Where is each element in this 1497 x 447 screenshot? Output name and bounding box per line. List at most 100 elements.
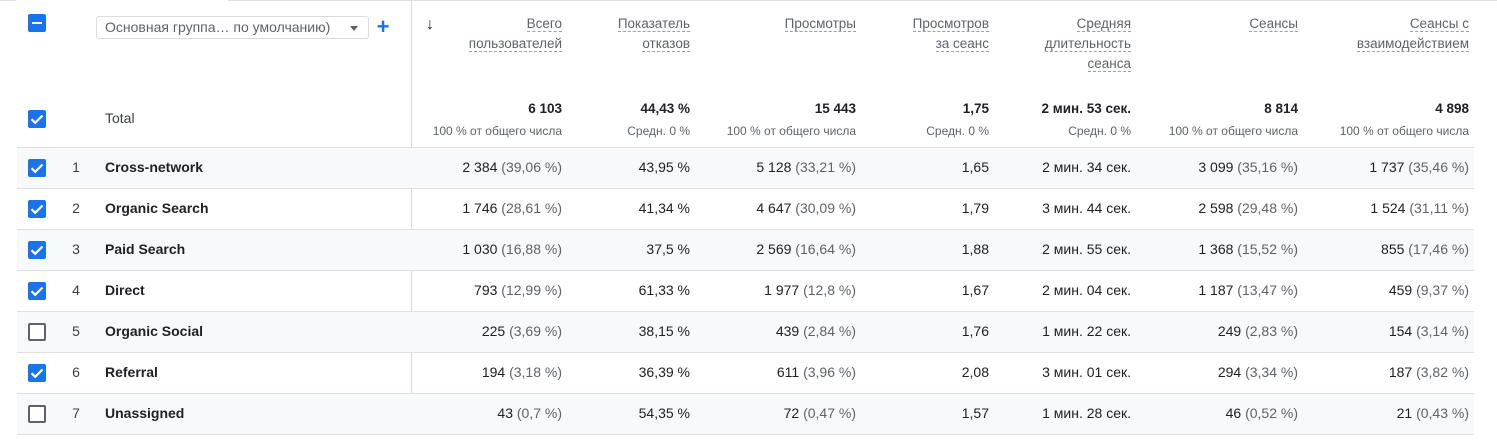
column-header-users[interactable]: Всего пользователей <box>420 14 562 54</box>
cell-percent: (30,09 %) <box>795 200 856 216</box>
column-header-label: Сеансы <box>1249 16 1298 32</box>
cell-value: 249 <box>1217 323 1242 339</box>
cell-value: 3 мин. 44 сек. <box>1042 200 1131 216</box>
column-header-avg-duration[interactable]: Средняя длительность сеанса <box>1011 14 1131 74</box>
column-header-engaged-sessions[interactable]: Сеансы с взаимодействием <box>1320 14 1469 54</box>
cell-percent: (0,52 %) <box>1245 405 1298 421</box>
cell-engaged: 21 (0,43 %) <box>1310 405 1469 421</box>
cell-value: 2,08 <box>961 364 989 380</box>
channel-name[interactable]: Organic Social <box>105 323 204 339</box>
channel-name[interactable]: Cross-network <box>105 159 204 175</box>
cell-users: 194 (3,18 %) <box>420 364 562 380</box>
cell-percent: (31,11 %) <box>1409 200 1469 216</box>
channel-name[interactable]: Organic Search <box>105 200 209 216</box>
row-checkbox[interactable] <box>28 405 46 423</box>
total-subtext: Средн. 0 % <box>926 124 989 138</box>
cell-percent: (12,99 %) <box>501 282 562 298</box>
cell-users: 2 384 (39,06 %) <box>420 159 562 175</box>
table-row[interactable]: 5 Organic Social 225 (3,69 %) 38,15 % 439 (2… <box>17 311 1474 352</box>
cell-value: 38,15 % <box>638 323 690 339</box>
cell-avgdur: 1 мин. 22 сек. <box>1000 323 1131 339</box>
column-header-label: Средняя <box>1076 16 1131 32</box>
cell-value: 154 <box>1388 323 1413 339</box>
dimension-select-value: Основная группа… по умолчанию) <box>105 19 331 35</box>
cell-value: 1 977 <box>764 282 800 298</box>
cell-vps: 1,67 <box>880 282 989 298</box>
column-header-label: Показатель <box>617 16 690 32</box>
table-row[interactable]: 3 Paid Search 1 030 (16,88 %) 37,5 % 2 569 (… <box>17 229 1474 270</box>
cell-vps: 1,88 <box>880 241 989 257</box>
channel-name[interactable]: Direct <box>105 282 145 298</box>
cell-value: 439 <box>775 323 800 339</box>
row-number: 7 <box>72 405 80 421</box>
cell-value: 4 647 <box>756 200 792 216</box>
cell-percent: (3,34 %) <box>1245 364 1298 380</box>
cell-views: 4 647 (30,09 %) <box>720 200 856 216</box>
table-row[interactable]: 2 Organic Search 1 746 (28,61 %) 41,34 % 4 6… <box>17 188 1474 229</box>
row-checkbox[interactable] <box>28 200 46 218</box>
row-checkbox[interactable] <box>28 323 46 341</box>
table-row[interactable]: 4 Direct 793 (12,99 %) 61,33 % 1 977 (12,8 %… <box>17 270 1474 311</box>
channel-name[interactable]: Unassigned <box>105 405 185 421</box>
cell-avgdur: 1 мин. 28 сек. <box>1000 405 1131 421</box>
cell-value: 2 569 <box>756 241 792 257</box>
cell-engaged: 459 (9,37 %) <box>1310 282 1469 298</box>
total-subtext: 100 % от общего числа <box>726 124 856 138</box>
cell-value: 2 мин. 34 сек. <box>1042 159 1131 175</box>
column-header-views[interactable]: Просмотры <box>720 14 856 34</box>
cell-engaged: 154 (3,14 %) <box>1310 323 1469 339</box>
cell-value: 36,39 % <box>638 364 690 380</box>
cell-percent: (3,18 %) <box>509 364 562 380</box>
cell-bounce: 54,35 % <box>580 405 690 421</box>
dimension-select[interactable]: Основная группа… по умолчанию) <box>96 16 369 39</box>
column-header-views-per-session[interactable]: Просмотров за сеанс <box>880 14 989 54</box>
channel-name[interactable]: Referral <box>105 364 158 380</box>
table-row[interactable]: 7 Unassigned 43 (0,7 %) 54,35 % 72 (0,47 %) 1… <box>17 393 1474 434</box>
channel-name[interactable]: Paid Search <box>105 241 186 257</box>
cell-percent: (35,16 %) <box>1237 159 1298 175</box>
cell-value: 43 <box>497 405 513 421</box>
row-checkbox[interactable] <box>28 364 46 382</box>
total-value: 6 103 <box>528 101 562 116</box>
cell-value: 194 <box>481 364 506 380</box>
table-row[interactable]: 1 Cross-network 2 384 (39,06 %) 43,95 % 5 12… <box>17 147 1474 188</box>
cell-value: 1 524 <box>1370 200 1406 216</box>
cell-value: 1 030 <box>462 241 498 257</box>
cell-percent: (0,47 %) <box>803 405 856 421</box>
cell-avgdur: 2 мин. 04 сек. <box>1000 282 1131 298</box>
row-number: 6 <box>72 364 80 380</box>
cell-vps: 2,08 <box>880 364 989 380</box>
cell-value: 1,57 <box>961 405 989 421</box>
checkmark-icon <box>30 114 44 125</box>
cell-percent: (16,88 %) <box>501 241 562 257</box>
cell-bounce: 43,95 % <box>580 159 690 175</box>
column-header-sessions[interactable]: Сеансы <box>1160 14 1298 34</box>
row-number: 1 <box>72 159 80 175</box>
cell-value: 1,67 <box>961 282 989 298</box>
row-checkbox[interactable] <box>28 282 46 300</box>
checkmark-icon <box>30 163 44 174</box>
sort-arrow-icon[interactable]: ↓ <box>426 16 434 33</box>
row-checkbox[interactable] <box>28 159 46 177</box>
select-all-checkbox[interactable] <box>28 14 46 32</box>
checkmark-icon <box>30 245 44 256</box>
table-row[interactable]: 6 Referral 194 (3,18 %) 36,39 % 611 (3,96 %)… <box>17 352 1474 393</box>
total-value: 44,43 % <box>640 101 690 116</box>
cell-value: 46 <box>1225 405 1242 421</box>
cell-percent: (15,52 %) <box>1237 241 1298 257</box>
cell-value: 1 187 <box>1198 282 1234 298</box>
cell-percent: (3,82 %) <box>1416 364 1469 380</box>
row-checkbox[interactable] <box>28 241 46 259</box>
cell-views: 611 (3,96 %) <box>720 364 856 380</box>
total-row-checkbox[interactable] <box>28 110 46 128</box>
cell-percent: (17,46 %) <box>1408 241 1469 257</box>
cell-value: 855 <box>1381 241 1405 257</box>
cell-views: 1 977 (12,8 %) <box>720 282 856 298</box>
column-header-bounce[interactable]: Показатель отказов <box>580 14 690 54</box>
cell-percent: (3,96 %) <box>803 364 856 380</box>
cell-avgdur: 2 мин. 34 сек. <box>1000 159 1131 175</box>
add-dimension-button[interactable]: + <box>376 14 390 39</box>
cell-percent: (9,37 %) <box>1416 282 1469 298</box>
total-value: 8 814 <box>1264 101 1298 116</box>
total-value: 1,75 <box>962 101 989 116</box>
